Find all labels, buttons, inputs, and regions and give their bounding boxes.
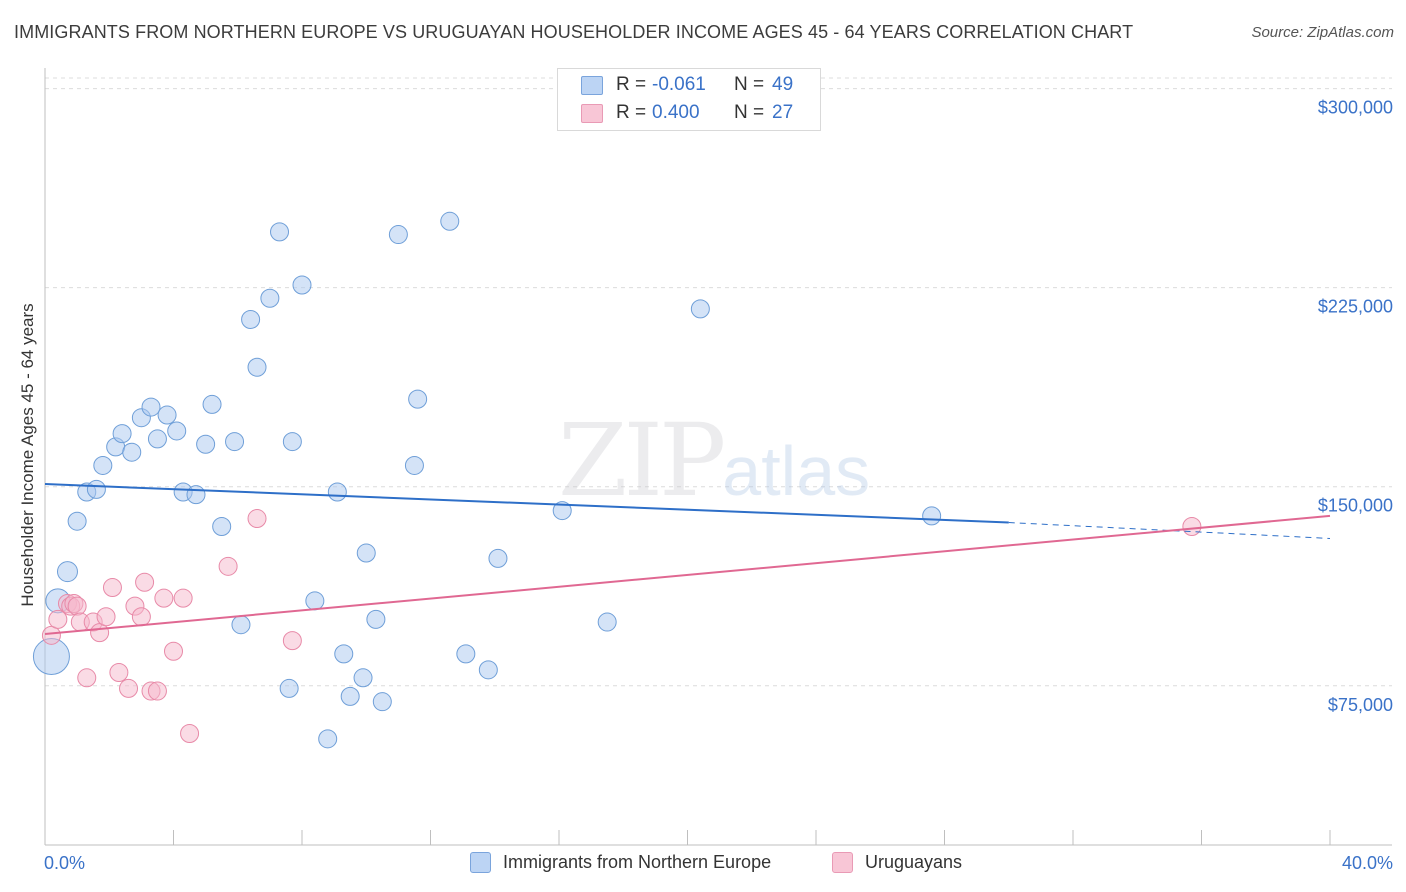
point-uruguayan: [48, 609, 68, 629]
legend-item-series2[interactable]: Uruguayans: [832, 852, 962, 873]
point-northern-europe: [408, 389, 428, 409]
point-uruguayan: [96, 607, 116, 627]
point-northern-europe: [212, 517, 232, 537]
point-northern-europe: [440, 211, 460, 231]
n-label: N =: [734, 74, 765, 95]
point-northern-europe: [478, 660, 498, 680]
point-northern-europe: [488, 548, 508, 568]
point-uruguayan: [109, 662, 129, 682]
point-northern-europe: [241, 309, 261, 329]
point-uruguayan: [102, 578, 122, 598]
point-northern-europe: [305, 591, 325, 611]
trend-line-northern-europe: [44, 483, 1009, 524]
point-northern-europe: [282, 432, 302, 452]
point-northern-europe: [334, 644, 354, 664]
point-northern-europe: [67, 511, 87, 531]
point-uruguayan: [77, 668, 97, 688]
point-northern-europe: [260, 288, 280, 308]
point-northern-europe: [231, 615, 251, 635]
point-uruguayan: [67, 596, 87, 616]
point-northern-europe: [247, 357, 267, 377]
point-uruguayan: [131, 607, 151, 627]
chart-title: IMMIGRANTS FROM NORTHERN EUROPE VS URUGU…: [14, 22, 1134, 42]
series1-swatch: [470, 852, 491, 873]
point-northern-europe: [456, 644, 476, 664]
point-northern-europe: [157, 405, 177, 425]
point-uruguayan: [164, 641, 183, 661]
point-northern-europe: [318, 729, 338, 749]
point-uruguayan: [154, 588, 174, 608]
trend-line-northern-europe-extension: [1008, 522, 1331, 539]
y-tick-label: $75,000: [1328, 695, 1393, 715]
point-uruguayan: [173, 588, 193, 608]
point-northern-europe: [186, 485, 206, 505]
legend-label: Immigrants from Northern Europe: [503, 852, 772, 872]
y-axis-title: Householder Income Ages 45 - 64 years: [18, 303, 37, 607]
legend-item-series1[interactable]: Immigrants from Northern Europe: [470, 852, 771, 873]
point-northern-europe: [112, 424, 132, 444]
point-uruguayan: [135, 572, 155, 592]
y-tick-label: $225,000: [1318, 297, 1393, 317]
point-uruguayan: [180, 724, 200, 744]
r-value: 0.400: [652, 102, 700, 123]
point-uruguayan: [218, 556, 238, 576]
r-label: R =: [616, 74, 647, 95]
r-value: -0.061: [652, 74, 706, 95]
point-northern-europe: [196, 434, 216, 454]
point-northern-europe: [202, 394, 222, 414]
stats-box: R = -0.061 N = 49 R = 0.400 N = 27: [557, 68, 821, 131]
n-value: 27: [772, 102, 794, 123]
point-northern-europe: [372, 692, 392, 712]
point-uruguayan: [282, 631, 302, 651]
point-northern-europe: [597, 612, 617, 632]
point-northern-europe: [270, 222, 290, 242]
point-uruguayan: [147, 681, 167, 701]
point-northern-europe: [690, 299, 710, 319]
point-uruguayan: [247, 509, 267, 529]
point-uruguayan: [1182, 517, 1202, 537]
y-tick-label: $300,000: [1318, 98, 1393, 118]
point-northern-europe: [404, 455, 424, 475]
point-uruguayan: [119, 678, 139, 698]
y-tick-label: $150,000: [1318, 496, 1393, 516]
point-northern-europe: [93, 455, 113, 475]
n-label: N =: [734, 102, 765, 123]
point-northern-europe: [279, 678, 299, 698]
n-value: 49: [772, 74, 794, 95]
point-northern-europe: [141, 397, 161, 417]
trend-line-uruguayan: [44, 514, 1331, 635]
r-label: R =: [616, 102, 647, 123]
point-northern-europe: [340, 686, 360, 706]
point-uruguayan: [90, 623, 110, 643]
point-northern-europe: [366, 609, 386, 629]
point-northern-europe: [122, 442, 142, 462]
point-northern-europe: [356, 543, 376, 563]
point-northern-europe: [292, 275, 312, 295]
point-northern-europe: [86, 479, 106, 499]
x-tick-label: 0.0%: [44, 853, 85, 873]
watermark: ZIPatlas: [558, 402, 871, 519]
point-northern-europe: [327, 482, 347, 502]
series2-swatch: [581, 103, 603, 123]
point-northern-europe: [552, 501, 572, 521]
point-northern-europe: [167, 421, 187, 441]
x-tick-label: 40.0%: [1342, 853, 1393, 873]
point-northern-europe: [225, 432, 245, 452]
point-uruguayan: [41, 625, 61, 645]
point-northern-europe: [388, 225, 408, 245]
source-label: Source: ZipAtlas.com: [1251, 24, 1394, 41]
legend-label: Uruguayans: [865, 852, 963, 872]
point-northern-europe: [353, 668, 373, 688]
point-northern-europe: [56, 561, 78, 583]
point-northern-europe: [147, 429, 167, 449]
point-northern-europe: [922, 506, 942, 526]
series1-swatch: [581, 75, 603, 95]
series2-swatch: [832, 852, 853, 873]
